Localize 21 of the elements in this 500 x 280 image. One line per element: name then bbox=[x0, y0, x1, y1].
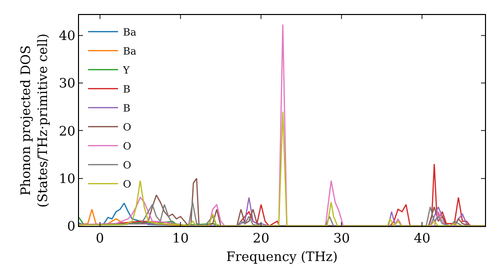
y-tick-label: 10 bbox=[58, 172, 76, 187]
legend-label: O bbox=[123, 142, 132, 153]
x-axis-title: Frequency (THz) bbox=[226, 250, 338, 266]
x-tick-label: 30 bbox=[333, 232, 350, 247]
y-tick-label: 30 bbox=[58, 76, 76, 92]
legend-label: O bbox=[123, 160, 132, 172]
legend-label: O bbox=[123, 180, 132, 191]
legend-label: Ba bbox=[123, 46, 136, 58]
x-tick-label: 40 bbox=[414, 232, 430, 247]
legend-label: B bbox=[123, 84, 130, 96]
x-tick-label: 0 bbox=[96, 232, 104, 247]
legend-label: O bbox=[123, 122, 132, 134]
legend-label: Y bbox=[122, 66, 130, 77]
legend-label: Ba bbox=[123, 28, 136, 39]
y-tick-label: 0 bbox=[67, 220, 76, 235]
legend-label: B bbox=[123, 104, 130, 115]
y-axis-title: Phonon projected DOS (States/THz·primitive cell) bbox=[18, 33, 51, 208]
y-tick-label: 20 bbox=[58, 124, 76, 140]
x-tick-label: 10 bbox=[172, 232, 189, 247]
x-tick-label: 20 bbox=[252, 232, 270, 247]
y-tick-label: 40 bbox=[58, 29, 76, 44]
